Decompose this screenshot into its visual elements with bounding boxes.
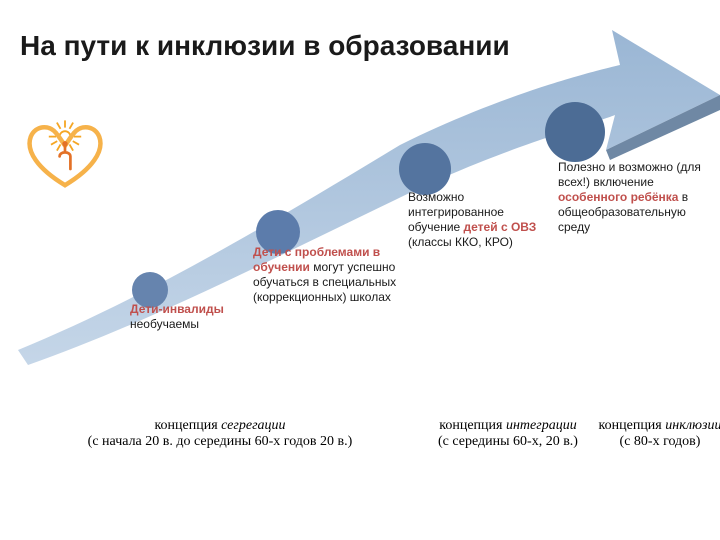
stage-text-3: Возможно интегрированное обучение детей …: [408, 190, 558, 250]
page-title: На пути к инклюзии в образовании: [20, 30, 510, 62]
stage-dot-3: [399, 143, 451, 195]
concept-2: концепция интеграции(с середины 60-х, 20…: [408, 418, 608, 450]
stage-text-1: Дети-инвалиды необучаемы: [130, 302, 270, 332]
stage-text-4: Полезно и возможно (для всех!) включение…: [558, 160, 708, 235]
concept-3: концепция инклюзии(с 80-х годов): [585, 418, 720, 450]
logo-inclusion-icon: [20, 106, 110, 196]
stage-dot-4: [545, 102, 605, 162]
stage-text-2: Дети с проблемами в обучении могут успеш…: [253, 245, 403, 305]
concept-1: концепция сегрегации(с начала 20 в. до с…: [70, 418, 370, 450]
